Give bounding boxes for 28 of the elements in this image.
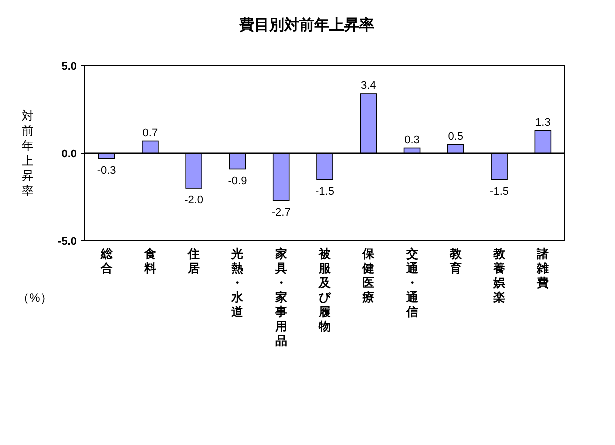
vtext: 家具・家事用品	[275, 247, 288, 348]
data-label: -2.0	[184, 194, 204, 206]
data-label: -1.5	[316, 186, 334, 198]
vtext: 総合	[100, 247, 113, 276]
vtext: 被服及び履物	[319, 247, 331, 334]
data-label: -2.7	[272, 206, 291, 219]
y-tick-label: 5.0	[62, 61, 77, 73]
data-label: 3.4	[360, 80, 376, 92]
data-label: -1.5	[490, 186, 510, 198]
vtext: 諸雑費	[537, 247, 550, 290]
data-label: -0.9	[228, 175, 248, 188]
data-label: 0.7	[142, 127, 158, 140]
vtext: 教育	[450, 247, 462, 276]
y-tick-label: -5.0	[58, 236, 77, 248]
vtext: 教養娯楽	[494, 247, 506, 304]
data-label: 1.3	[536, 116, 551, 129]
vtext: 食料	[144, 247, 156, 276]
chart-title: 費目別対前年上昇率	[238, 16, 374, 34]
vtext: 保健医療	[362, 247, 375, 304]
data-label: 0.5	[448, 130, 464, 143]
vtext: 交通・通信	[406, 247, 418, 319]
data-label: -0.3	[97, 164, 116, 177]
vtext: 対前年上昇率	[22, 109, 34, 198]
data-label: 0.3	[404, 134, 420, 146]
vtext: 光熱・水道	[232, 247, 244, 319]
text: （%）	[18, 291, 52, 305]
vtext: 住居	[188, 247, 200, 276]
y-tick-label: 0.0	[62, 148, 77, 160]
